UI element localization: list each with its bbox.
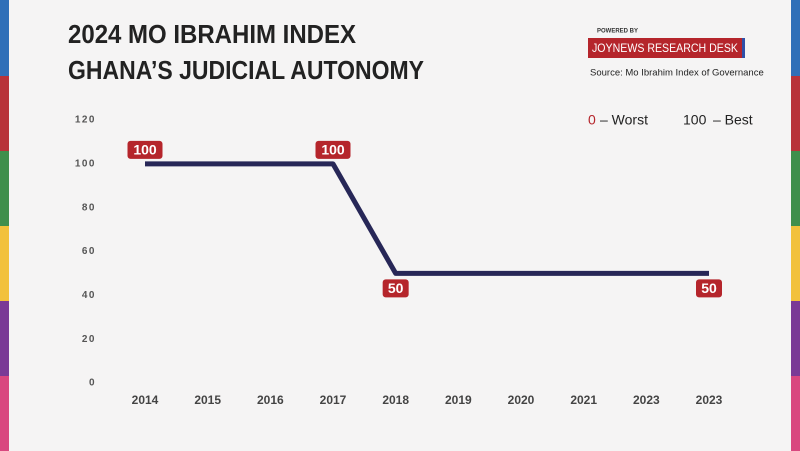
x-tick-label: 2016 (257, 393, 284, 407)
brand: JOYNEWS RESEARCH DESK (592, 41, 738, 55)
data-label: 50 (701, 280, 717, 296)
chart-title: 2024 MO IBRAHIM INDEX (68, 19, 357, 49)
x-tick-label: 2017 (320, 393, 347, 407)
y-tick-label: 40 (82, 290, 96, 301)
source: Source: Mo Ibrahim Index of Governance (590, 68, 764, 79)
label-box (127, 140, 163, 159)
x-tick-label: 2015 (194, 393, 221, 407)
y-tick-label: 0 (89, 378, 96, 389)
data-label: 50 (388, 280, 404, 296)
x-tick-label: 2019 (445, 393, 472, 407)
scale-text: – Worst (600, 112, 648, 128)
y-tick-label: 100 (75, 158, 96, 169)
powered-by: POWERED BY (597, 29, 638, 35)
data-label: 100 (133, 142, 157, 158)
x-tick-label: 2023 (633, 393, 660, 407)
scale-number: 0 (588, 112, 596, 128)
scale-text: – Best (713, 112, 753, 128)
label-box (315, 140, 351, 159)
y-tick-label: 80 (82, 202, 96, 213)
label-box (382, 279, 409, 298)
brand-box (588, 38, 742, 58)
x-tick-label: 2020 (508, 393, 535, 407)
x-tick-label: 2014 (132, 393, 159, 407)
brand-accent (742, 38, 745, 58)
line (145, 161, 709, 276)
y-tick-label: 20 (82, 334, 96, 345)
y-tick-label: 120 (75, 115, 96, 126)
scale-number: 100 (683, 112, 707, 128)
chart-subtitle: GHANA’S JUDICIAL AUTONOMY (68, 55, 424, 85)
data-label: 100 (321, 142, 345, 158)
x-tick-label: 2023 (696, 393, 723, 407)
label-box (696, 279, 722, 298)
x-tick-label: 2021 (570, 393, 597, 407)
y-tick-label: 60 (82, 246, 96, 257)
x-tick-label: 2018 (382, 393, 409, 407)
